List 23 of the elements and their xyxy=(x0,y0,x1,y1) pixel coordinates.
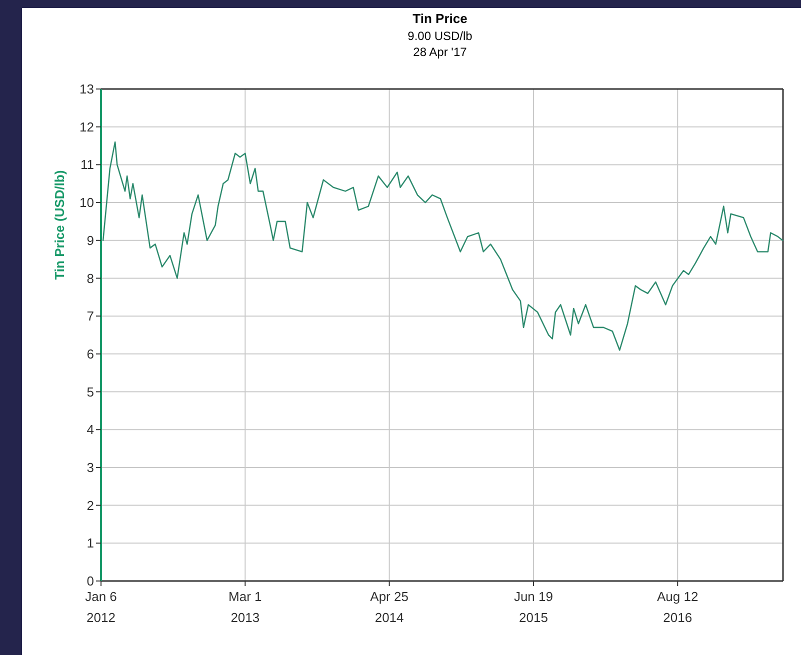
y-tick-label: 6 xyxy=(86,346,94,362)
y-tick-label: 8 xyxy=(86,270,94,286)
y-tick-label: 7 xyxy=(86,308,94,324)
y-tick-label: 10 xyxy=(80,195,94,210)
y-tick-label: 9 xyxy=(86,232,94,248)
line-series xyxy=(102,141,784,351)
chart-subtitle: 9.00 USD/lb 28 Apr '17 xyxy=(408,29,473,59)
y-tick-label: 2 xyxy=(86,498,94,513)
y-tick-label: 3 xyxy=(86,460,94,476)
x-tick-label: Apr 25 2014 xyxy=(370,589,408,625)
x-tick-label: Jun 19 2015 xyxy=(514,589,553,625)
x-tick-label: Aug 12 2016 xyxy=(657,589,698,625)
y-tick-label: 0 xyxy=(86,574,94,589)
y-tick-label: 5 xyxy=(86,384,94,400)
x-tick-label: Jan 6 2012 xyxy=(85,589,117,625)
chart-title: Tin Price xyxy=(412,11,468,26)
y-tick-label: 12 xyxy=(80,119,94,134)
y-tick-label: 13 xyxy=(80,82,94,97)
x-tick-label: Mar 1 2013 xyxy=(228,589,262,625)
y-axis-title: Tin Price (USD/lb) xyxy=(52,170,67,280)
y-tick-label: 11 xyxy=(80,157,94,172)
y-tick-label: 1 xyxy=(86,536,94,551)
y-tick-label: 4 xyxy=(86,422,94,438)
